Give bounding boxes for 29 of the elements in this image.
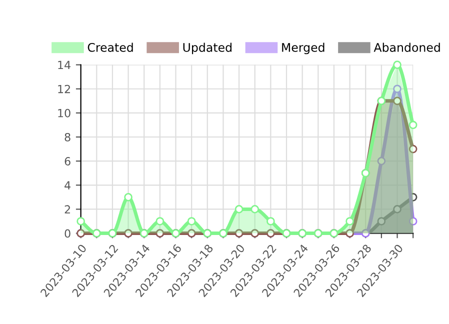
point: [124, 193, 132, 202]
y-tick-label: 12: [58, 84, 70, 94]
point: [156, 217, 164, 226]
y-tick-label: 14: [58, 60, 70, 70]
y-tick-label: 4: [64, 181, 70, 190]
legend-label: Updated: [183, 42, 232, 54]
y-tick-label: 10: [58, 108, 70, 118]
point: [346, 217, 354, 226]
point: [187, 217, 196, 226]
point: [408, 217, 418, 226]
point: [250, 205, 260, 214]
y-tick-label: 0: [64, 229, 70, 238]
point: [393, 60, 402, 69]
y-tick-label: 2: [64, 205, 70, 214]
point: [393, 84, 402, 94]
point: [377, 217, 386, 226]
point: [393, 205, 402, 214]
point: [266, 217, 275, 226]
point: [408, 144, 418, 154]
y-tick-label: 8: [64, 132, 70, 142]
y-tick-label: 6: [64, 157, 70, 166]
point: [377, 156, 386, 166]
point: [234, 205, 244, 214]
legend-label: Abandoned: [374, 42, 440, 52]
point: [76, 217, 85, 226]
legend-label: Created: [88, 42, 133, 52]
point: [393, 96, 402, 106]
legend-label: Merged: [282, 42, 324, 54]
point: [408, 120, 418, 130]
